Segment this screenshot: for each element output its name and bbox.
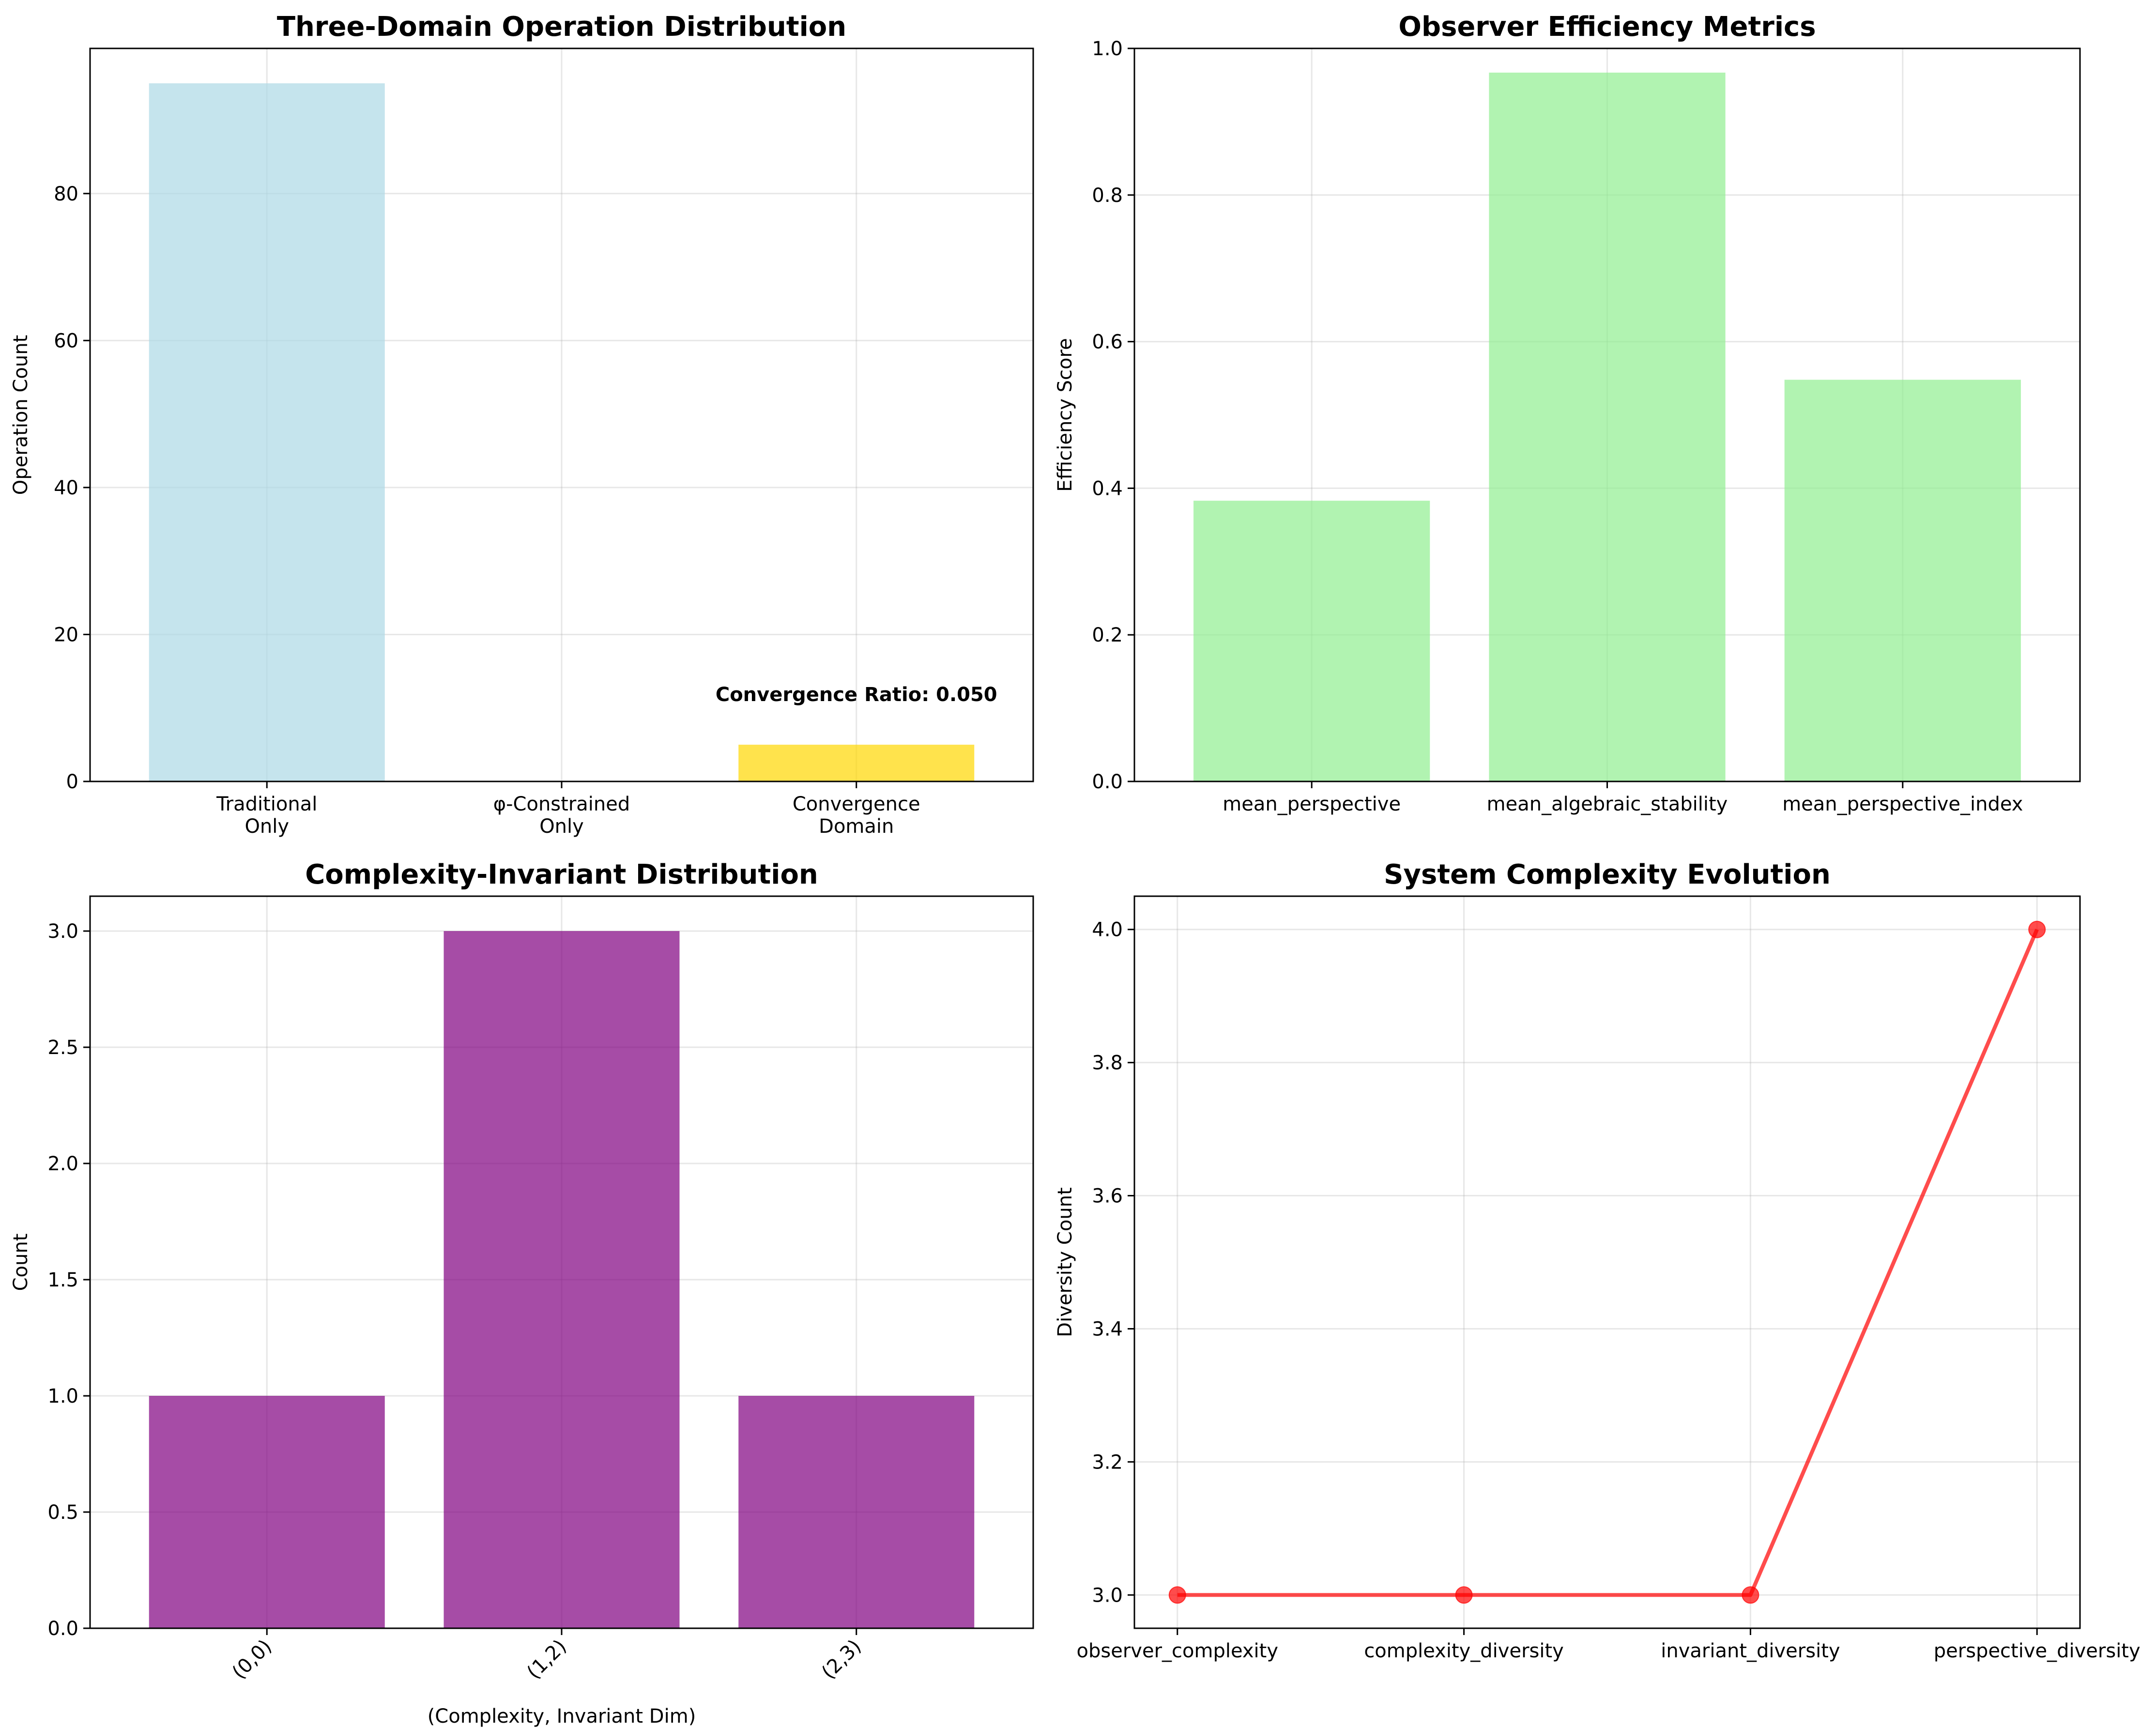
bar xyxy=(1784,380,2021,781)
x-tick-label: complexity_diversity xyxy=(1364,1640,1564,1662)
bar xyxy=(1193,501,1430,781)
y-tick-label: 20 xyxy=(54,624,78,646)
x-tick-label: Convergence Domain xyxy=(793,793,920,838)
bar xyxy=(149,83,385,782)
bar xyxy=(738,745,975,781)
y-tick-label: 0.5 xyxy=(47,1501,78,1524)
chart-title: Complexity-Invariant Distribution xyxy=(305,859,818,890)
y-tick-label: 40 xyxy=(54,477,78,499)
plot-frame xyxy=(1133,895,2081,1629)
y-tick-label: 1.0 xyxy=(47,1385,78,1407)
x-tick-label: mean_perspective xyxy=(1223,793,1401,815)
chart-title: Three-Domain Operation Distribution xyxy=(277,11,846,43)
y-tick-label: 0.8 xyxy=(1092,184,1123,207)
chart-panel-2: 0.0 0.2 0.4 0.6 0.8 1.0 mean_perspective mean_a… xyxy=(1054,11,2081,815)
x-tick-label: φ-Constrained Only xyxy=(493,793,630,838)
y-tick-label: 3.8 xyxy=(1092,1052,1123,1074)
y-axis-label: Efficiency Score xyxy=(1054,338,1076,491)
chart-panel-4: 3.0 3.2 3.4 3.6 3.8 4.0 observer_complexity com… xyxy=(1054,859,2141,1662)
data-point xyxy=(1168,1586,1186,1604)
y-tick-label: 2.0 xyxy=(47,1153,78,1175)
bar xyxy=(1489,72,1726,781)
data-point xyxy=(1742,1586,1759,1604)
y-tick-label: 60 xyxy=(54,330,78,352)
y-axis-label: Count xyxy=(10,1234,32,1291)
y-tick-label: 2.5 xyxy=(47,1037,78,1059)
y-tick-label: 0.0 xyxy=(47,1618,78,1640)
data-point xyxy=(2028,920,2046,938)
chart-panel-1: 0 20 40 60 80 Traditional Only φ-Constrained Onl… xyxy=(10,11,1034,838)
convergence-ratio-annotation: Convergence Ratio: 0.050 xyxy=(716,684,997,706)
y-tick-label: 3.4 xyxy=(1092,1318,1123,1340)
y-axis-label: Operation Count xyxy=(10,335,32,495)
y-tick-label: 0 xyxy=(66,771,78,793)
chart-panel-3: 0.00.51.01.52.02.53.0(0,0) (1,2) (2,3)Comp… xyxy=(10,859,1034,1728)
x-tick-label: invariant_diversity xyxy=(1661,1640,1840,1662)
y-tick-label: 0.0 xyxy=(1092,771,1123,793)
bar xyxy=(738,1396,975,1628)
bar xyxy=(149,1396,385,1628)
y-tick-label: 0.2 xyxy=(1092,624,1123,646)
y-tick-label: 1.0 xyxy=(1092,38,1123,60)
x-tick-label: mean_algebraic_stability xyxy=(1487,793,1728,815)
data-point xyxy=(1455,1586,1473,1604)
y-tick-label: 3.6 xyxy=(1092,1185,1123,1208)
series-line xyxy=(1177,929,2039,1597)
y-tick-label: 80 xyxy=(54,183,78,205)
x-axis-label: (Complexity, Invariant Dim) xyxy=(428,1705,696,1728)
chart-title: Observer Efficiency Metrics xyxy=(1398,11,1816,43)
x-tick-label: mean_perspective_index xyxy=(1782,793,2023,815)
y-tick-label: 1.5 xyxy=(47,1269,78,1291)
y-tick-label: 4.0 xyxy=(1092,919,1123,941)
x-tick-label: perspective_diversity xyxy=(1934,1640,2141,1662)
y-tick-label: 3.0 xyxy=(47,920,78,943)
y-tick-label: 0.4 xyxy=(1092,477,1123,500)
y-axis-label: Diversity Count xyxy=(1054,1187,1076,1337)
bar xyxy=(443,931,680,1628)
y-tick-label: 0.6 xyxy=(1092,331,1123,353)
y-tick-label: 3.0 xyxy=(1092,1584,1123,1606)
x-tick-label: Traditional Only xyxy=(216,793,317,838)
chart-title: System Complexity Evolution xyxy=(1384,859,1831,890)
y-tick-label: 3.2 xyxy=(1092,1451,1123,1473)
x-tick-label: observer_complexity xyxy=(1077,1640,1278,1662)
